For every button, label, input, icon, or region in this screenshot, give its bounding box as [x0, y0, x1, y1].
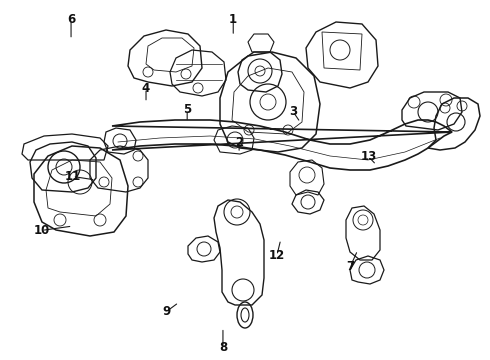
Text: 5: 5	[183, 103, 191, 116]
Text: 6: 6	[67, 13, 75, 26]
Text: 11: 11	[64, 170, 81, 183]
Text: 12: 12	[269, 249, 285, 262]
Text: 8: 8	[219, 341, 227, 354]
Text: 7: 7	[346, 260, 354, 273]
Text: 13: 13	[360, 150, 377, 163]
Text: 2: 2	[235, 136, 243, 149]
Text: 3: 3	[289, 105, 297, 118]
Text: 4: 4	[142, 82, 150, 95]
Text: 10: 10	[33, 224, 50, 237]
Text: 1: 1	[229, 13, 237, 26]
Text: 9: 9	[163, 305, 171, 318]
